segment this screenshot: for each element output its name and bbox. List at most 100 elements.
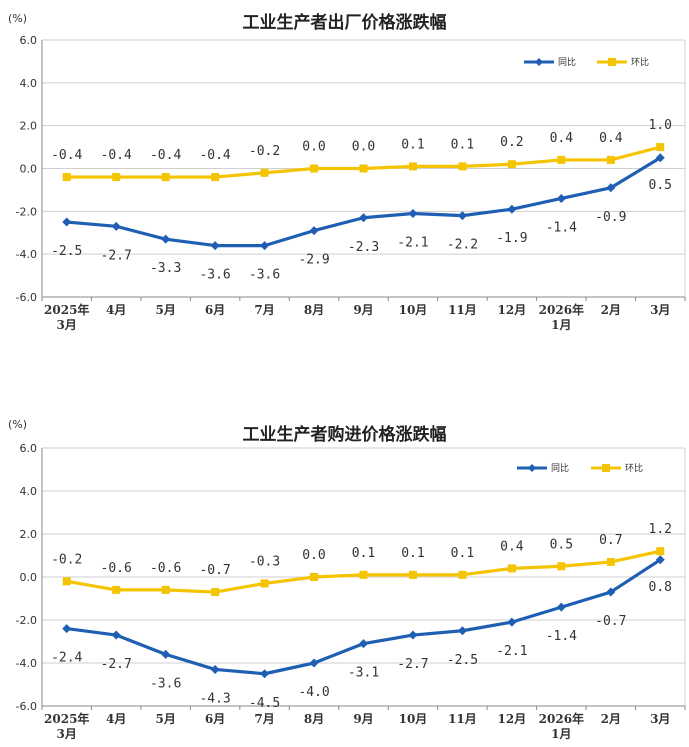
data-point-yoy (111, 630, 121, 640)
y-axis-unit: (%) (8, 12, 28, 25)
y-tick-label: -4.0 (16, 248, 37, 261)
data-point-mom (507, 160, 516, 169)
data-label-yoy: -1.4 (546, 629, 577, 644)
data-point-yoy (309, 226, 319, 236)
x-tick-label: 6月 (205, 712, 225, 726)
y-axis-unit: (%) (8, 418, 28, 431)
x-tick-label: 4月 (106, 712, 126, 726)
data-label-mom: -0.4 (51, 148, 82, 163)
y-tick-label: 2.0 (20, 120, 38, 133)
data-label-yoy: -0.7 (595, 614, 626, 629)
data-point-yoy (359, 213, 368, 223)
data-point-yoy (161, 649, 171, 659)
x-tick-label: 9月 (353, 712, 373, 726)
data-label-mom: -0.2 (51, 552, 82, 567)
y-tick-label: 0.0 (20, 163, 38, 176)
data-label-yoy: 0.5 (649, 178, 672, 193)
data-point-yoy (556, 193, 566, 203)
x-tick-label: 4月 (106, 303, 126, 317)
data-point-mom (408, 162, 417, 171)
legend-marker-mom (608, 58, 616, 66)
data-point-mom (408, 570, 417, 579)
data-label-yoy: -3.6 (150, 676, 181, 691)
y-tick-label: 6.0 (20, 34, 38, 47)
data-point-yoy (655, 555, 665, 565)
data-label-mom: -0.3 (249, 554, 280, 569)
data-label-yoy: -2.3 (348, 240, 379, 255)
x-tick-label: 2026年 (539, 711, 584, 726)
data-point-mom (161, 173, 170, 182)
y-tick-label: 4.0 (20, 485, 38, 498)
chart-title: 工业生产者出厂价格涨跌幅 (242, 13, 447, 33)
x-tick-label: 12月 (498, 303, 527, 317)
data-point-yoy (111, 221, 121, 231)
data-label-mom: 0.1 (401, 546, 424, 561)
data-point-mom (211, 588, 220, 597)
data-point-yoy (507, 617, 517, 627)
data-label-mom: -0.6 (150, 561, 181, 576)
x-tick-label: 7月 (254, 712, 274, 726)
x-tick-label: 8月 (304, 712, 324, 726)
data-point-mom (656, 143, 665, 152)
data-point-mom (359, 570, 368, 579)
data-point-mom (112, 173, 121, 182)
data-point-mom (458, 570, 467, 579)
data-label-yoy: -4.3 (199, 691, 230, 706)
data-label-yoy: -1.4 (546, 220, 577, 235)
data-label-yoy: -4.5 (249, 696, 280, 711)
data-label-mom: 0.5 (550, 537, 573, 552)
data-point-mom (211, 173, 220, 182)
data-point-yoy (556, 602, 566, 612)
data-point-mom (656, 547, 665, 556)
x-tick-label: 1月 (551, 318, 571, 332)
data-point-mom (606, 557, 615, 566)
data-label-yoy: -2.1 (397, 235, 428, 250)
data-point-mom (260, 168, 269, 177)
data-point-mom (112, 585, 121, 594)
data-label-yoy: -3.6 (249, 268, 280, 283)
data-point-yoy (161, 234, 171, 244)
data-label-yoy: -2.2 (447, 238, 478, 253)
x-tick-label: 9月 (353, 303, 373, 317)
data-label-mom: -0.6 (101, 561, 132, 576)
data-label-yoy: -3.1 (348, 666, 379, 681)
data-point-mom (310, 573, 319, 581)
y-tick-label: 0.0 (20, 571, 38, 584)
y-tick-label: -6.0 (16, 700, 37, 713)
data-point-mom (62, 173, 71, 182)
data-label-mom: -0.4 (101, 148, 132, 163)
x-tick-label: 11月 (448, 712, 477, 726)
data-point-mom (507, 564, 516, 573)
data-point-yoy (210, 241, 220, 251)
x-tick-label: 5月 (155, 303, 175, 317)
x-tick-label: 2025年 (44, 302, 89, 317)
data-label-mom: -0.2 (249, 144, 280, 159)
data-point-yoy (507, 204, 517, 214)
data-point-yoy (606, 587, 616, 597)
data-point-mom (161, 585, 170, 594)
legend-label-yoy: 同比 (551, 462, 569, 474)
data-point-yoy (655, 153, 665, 163)
data-label-mom: 0.0 (352, 140, 375, 155)
data-point-yoy (408, 630, 418, 640)
data-point-mom (557, 155, 566, 164)
data-label-mom: 0.7 (599, 533, 622, 548)
data-label-yoy: -2.5 (447, 653, 478, 668)
data-point-mom (260, 579, 269, 588)
x-tick-label: 3月 (57, 727, 77, 741)
y-tick-label: -2.0 (16, 614, 37, 627)
data-label-yoy: -4.0 (298, 685, 329, 700)
legend-marker-yoy (528, 464, 536, 472)
data-point-yoy (260, 241, 270, 251)
data-point-yoy (359, 639, 368, 649)
x-tick-label: 2025年 (44, 711, 89, 726)
data-point-yoy (457, 211, 467, 221)
legend-label-mom: 环比 (625, 462, 643, 474)
legend-marker-yoy (535, 58, 543, 66)
data-label-mom: 0.1 (451, 137, 474, 152)
data-label-mom: 0.1 (352, 546, 375, 561)
x-tick-label: 8月 (304, 303, 324, 317)
x-tick-label: 2月 (601, 712, 621, 726)
data-label-mom: -0.7 (199, 563, 230, 578)
